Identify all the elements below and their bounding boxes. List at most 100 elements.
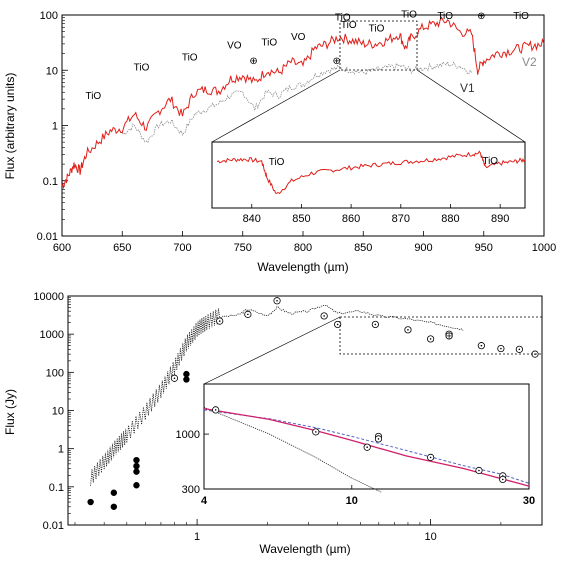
x-tick-label: 1 <box>194 531 200 543</box>
sed-model-curve <box>90 304 464 486</box>
x-tick-label: 700 <box>173 242 191 254</box>
sed-axes: 1 10 0.01 0.1 1 10 100 1000 10000 <box>33 291 543 543</box>
open-data-point-center <box>500 347 502 350</box>
open-data-point-center <box>323 315 325 317</box>
x-tick-label: 600 <box>53 242 71 254</box>
y-tick-label: 10 <box>52 406 64 418</box>
open-data-point-center <box>480 344 483 347</box>
band-label: VO <box>227 40 242 51</box>
v2-spectrum-line <box>61 16 545 190</box>
x-tick-label: 750 <box>234 242 252 254</box>
inset-photosphere-line <box>203 406 382 493</box>
inset-spectrum-axes: 840 850 860 870 880 890 <box>243 204 509 225</box>
x-tick-label: 950 <box>475 242 493 254</box>
zoom-connector-right <box>416 69 526 143</box>
circle-plus-points <box>445 332 453 340</box>
open-data-point-center <box>429 338 432 340</box>
inset-x-tick-label: 870 <box>392 213 410 225</box>
inset-band-labels: TiO TiO <box>269 156 499 168</box>
x-tick-label: 900 <box>414 242 432 254</box>
y-tick-label: 1 <box>52 121 58 133</box>
y-tick-label: 1000 <box>40 329 64 341</box>
inset-x-tick-label: 4 <box>201 495 208 507</box>
inset-data-point-center <box>366 446 368 449</box>
x-tick-label: 800 <box>294 242 312 254</box>
band-label: TiO <box>513 11 529 22</box>
inset-data-point-center <box>478 469 480 472</box>
x-tick-label: 650 <box>113 242 131 254</box>
band-label: TiO <box>335 12 351 23</box>
band-label: VO <box>291 32 306 43</box>
zoom-region-box <box>339 20 418 71</box>
y-tick-label: 0.1 <box>43 176 58 188</box>
inset-data-point-center <box>214 409 217 411</box>
filled-data-point <box>183 370 190 378</box>
inset-x-tick-label: 890 <box>491 213 509 225</box>
inset-model-dashed <box>203 409 530 484</box>
band-label: ⊕ <box>249 56 257 67</box>
sed-zoom-connector <box>203 316 341 385</box>
y-tick-label: 1 <box>58 444 64 456</box>
inset-data-point-center <box>377 438 380 440</box>
sed-panel: 1 10 0.01 0.1 1 10 100 1000 10000 Wavelength (µm… <box>3 291 543 556</box>
open-data-point-center <box>218 320 221 322</box>
series-label-v2: V2 <box>522 55 537 69</box>
open-data-point-center <box>374 323 377 326</box>
filled-data-point <box>110 503 118 510</box>
inset-x-tick-label: 860 <box>342 213 360 225</box>
filled-data-point <box>110 489 118 496</box>
band-label: TiO <box>437 11 453 22</box>
open-photometry-points <box>170 297 539 382</box>
spectrum-panel: 600 650 700 750 800 850 900 950 1000 0.01 0.1 1 10 10… <box>3 10 556 274</box>
y-tick-label: 0.01 <box>43 520 64 532</box>
band-label: TiO <box>401 10 417 21</box>
sed-zoom-region-box <box>339 316 543 355</box>
open-data-point-center <box>247 313 249 316</box>
band-label: TiO <box>182 53 198 64</box>
inset-y-tick-label: 300 <box>182 484 200 496</box>
inset-photometry-points <box>212 406 507 484</box>
zoom-connector-left <box>211 69 341 143</box>
inset-x-tick-label: 30 <box>523 495 535 507</box>
x-tick-label: 1000 <box>532 242 556 254</box>
open-data-point-center <box>518 348 521 351</box>
filled-data-point <box>133 456 140 464</box>
v1-spectrum-line <box>122 60 473 143</box>
filled-data-point <box>87 498 94 506</box>
y-tick-label: 100 <box>40 10 58 22</box>
open-data-point-center <box>336 323 339 326</box>
band-label: TiO <box>341 20 357 31</box>
band-label: ⊕ <box>333 56 341 67</box>
spectrum-y-axis-label: Flux (arbitrary units) <box>3 73 17 180</box>
inset-model-solid <box>203 407 530 487</box>
inset-band-label: TiO <box>269 157 285 168</box>
filled-data-point <box>183 376 190 383</box>
inset-data-point-center <box>501 478 504 481</box>
band-label: TiO <box>85 91 101 102</box>
spectrum-inset-frame <box>211 141 526 209</box>
filled-data-point <box>133 482 140 489</box>
band-label: TiO <box>369 24 385 35</box>
inset-x-tick-label: 840 <box>243 213 261 225</box>
spectrum-axes: 600 650 700 750 800 850 900 950 1000 0.01 0.1 1 10 10… <box>37 10 557 254</box>
x-tick-label: 10 <box>424 531 436 543</box>
band-label: TiO <box>134 62 150 73</box>
filled-photometry-points <box>87 370 190 510</box>
spectrum-inset: 840 850 860 870 880 890 TiO TiO <box>211 141 526 225</box>
inset-sed-axes: 4 10 30 300 1000 <box>176 429 536 507</box>
sed-x-axis-label: Wavelength (µm) <box>259 542 350 556</box>
x-tick-label: 850 <box>354 242 372 254</box>
sed-y-axis-label: Flux (Jy) <box>3 389 17 435</box>
inset-x-tick-label: 850 <box>292 213 310 225</box>
band-label: ⊕ <box>477 11 485 22</box>
y-tick-label: 10 <box>46 65 58 77</box>
inset-y-tick-label: 1000 <box>176 429 200 441</box>
inset-data-point-center <box>429 456 432 459</box>
y-tick-label: 0.01 <box>37 231 58 243</box>
y-tick-label: 10000 <box>33 291 64 303</box>
inset-band-label: TiO <box>482 156 498 167</box>
sed-inset: 4 10 30 300 1000 <box>176 383 536 507</box>
